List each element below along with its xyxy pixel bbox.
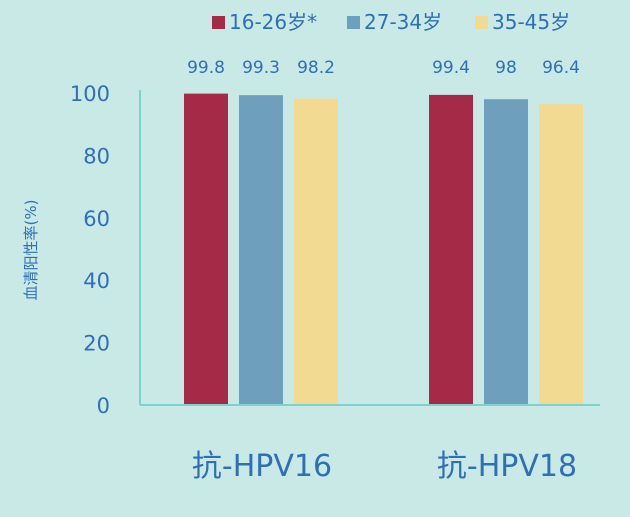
bar-value-label: 99.4 <box>432 58 470 78</box>
bar-value-label: 99.8 <box>187 58 225 78</box>
legend-label-2: 27-34岁 <box>364 10 442 34</box>
legend-swatch-2 <box>347 16 360 29</box>
legend-label-3: 35-45岁 <box>492 10 570 34</box>
bar-1-2 <box>239 95 283 406</box>
y-axis-title: 血清阳性率(%) <box>22 200 40 301</box>
bar-1-1 <box>184 93 228 406</box>
y-tick-label: 0 <box>97 394 110 418</box>
y-tick-label: 40 <box>83 269 110 293</box>
legend-label-1: 16-26岁* <box>229 10 317 34</box>
bar-1-3 <box>294 98 338 405</box>
bars: 99.8 99.3 98.2 99.4 98 96.4 <box>184 58 583 406</box>
x-category-label: 抗-HPV18 <box>437 449 577 484</box>
y-tick-label: 20 <box>83 332 110 356</box>
legend-swatch-1 <box>212 16 225 29</box>
x-axis: 抗-HPV16 抗-HPV18 <box>140 404 600 484</box>
bar-2-3 <box>539 104 583 406</box>
y-tick-label: 80 <box>83 144 110 168</box>
y-tick-label: 100 <box>70 82 110 106</box>
bar-value-label: 98.2 <box>297 58 335 78</box>
y-axis: 0 20 40 60 80 100 血清阳性率(%) <box>22 82 141 418</box>
y-tick-label: 60 <box>83 207 110 231</box>
x-category-label: 抗-HPV16 <box>192 449 332 484</box>
bar-value-label: 98 <box>495 58 517 78</box>
bar-value-label: 96.4 <box>542 58 580 78</box>
bar-2-1 <box>429 94 473 405</box>
bar-2-2 <box>484 99 528 406</box>
legend: 16-26岁* 27-34岁 35-45岁 <box>212 10 570 34</box>
legend-swatch-3 <box>475 16 488 29</box>
bar-value-label: 99.3 <box>242 58 280 78</box>
